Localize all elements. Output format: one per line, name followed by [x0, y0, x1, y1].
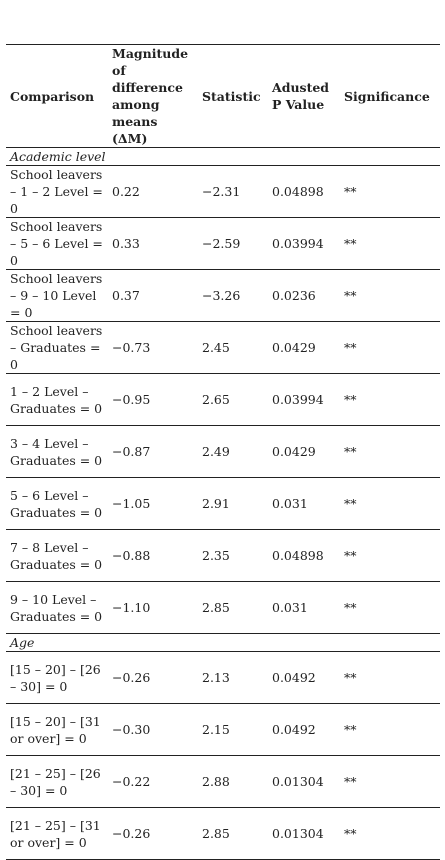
cell-comparison: School leavers – 1 – 2 Level = 0: [6, 165, 108, 218]
cell-significance: **: [340, 269, 440, 322]
cell-statistic: 2.45: [198, 321, 268, 374]
cell-delta: 0.37: [108, 269, 198, 322]
cell-statistic: 2.85: [198, 581, 268, 634]
cell-p-value: 0.031: [268, 581, 340, 634]
cell-comparison: 5 – 6 Level – Graduates = 0: [6, 477, 108, 530]
table-row: 7 – 8 Level – Graduates = 0 −0.88 2.35 0.04…: [6, 529, 440, 582]
header-magnitude: Magnitude of difference among means (ΔM): [108, 44, 198, 148]
cell-p-value: 0.0492: [268, 703, 340, 756]
cell-significance: **: [340, 581, 440, 634]
cell-statistic: −2.59: [198, 217, 268, 270]
table-row: 5 – 6 Level – Graduates = 0 −1.05 2.91 0.03…: [6, 477, 440, 530]
cell-significance: **: [340, 703, 440, 756]
cell-delta: −0.87: [108, 425, 198, 478]
cell-p-value: 0.0236: [268, 269, 340, 322]
header-statistic: Statistic: [198, 44, 268, 148]
cell-delta: −0.88: [108, 529, 198, 582]
table-row: [15 – 20] – [26 – 30] = 0 −0.26 2.13 0.0492…: [6, 651, 440, 704]
cell-p-value: 0.04898: [268, 529, 340, 582]
table-row: School leavers – 5 – 6 Level = 0 0.33 −2.5…: [6, 217, 440, 270]
table-row: [15 – 20] – [31 or over] = 0 −0.30 2.15 0.0…: [6, 703, 440, 756]
section-row: Academic level: [6, 147, 440, 166]
cell-statistic: 2.15: [198, 703, 268, 756]
header-magnitude-line: Magnitude: [112, 46, 189, 61]
cell-significance: **: [340, 373, 440, 426]
cell-statistic: 2.35: [198, 529, 268, 582]
section-title: Age: [6, 633, 440, 652]
cell-comparison: 3 – 4 Level – Graduates = 0: [6, 425, 108, 478]
cell-comparison: [15 – 20] – [26 – 30] = 0: [6, 651, 108, 704]
cell-significance: **: [340, 321, 440, 374]
header-p-value: Adusted P Value: [268, 44, 340, 148]
cell-significance: **: [340, 165, 440, 218]
cell-delta: −0.30: [108, 703, 198, 756]
cell-p-value: 0.01304: [268, 755, 340, 808]
cell-statistic: 2.13: [198, 651, 268, 704]
cell-p-value: 0.03994: [268, 217, 340, 270]
header-magnitude-line: difference: [112, 80, 183, 95]
header-row: Comparison Magnitude of difference among…: [6, 44, 440, 148]
cell-p-value: 0.03994: [268, 373, 340, 426]
cell-comparison: 9 – 10 Level – Graduates = 0: [6, 581, 108, 634]
cell-delta: 0.33: [108, 217, 198, 270]
table-row: [21 – 25] – [31 or over] = 0 −0.26 2.85 0.0…: [6, 807, 440, 860]
comparison-table: Comparison Magnitude of difference among…: [6, 44, 440, 860]
cell-delta: −0.22: [108, 755, 198, 808]
cell-p-value: 0.0492: [268, 651, 340, 704]
cell-statistic: −2.31: [198, 165, 268, 218]
table-row: 3 – 4 Level – Graduates = 0 −0.87 2.49 0.04…: [6, 425, 440, 478]
cell-delta: −1.05: [108, 477, 198, 530]
cell-significance: **: [340, 217, 440, 270]
cell-significance: **: [340, 755, 440, 808]
cell-p-value: 0.01304: [268, 807, 340, 860]
cell-statistic: −3.26: [198, 269, 268, 322]
cell-comparison: 7 – 8 Level – Graduates = 0: [6, 529, 108, 582]
table-row: [21 – 25] – [26 – 30] = 0 −0.22 2.88 0.0130…: [6, 755, 440, 808]
cell-p-value: 0.031: [268, 477, 340, 530]
cell-significance: **: [340, 651, 440, 704]
table-body: Academic level School leavers – 1 – 2 Lev…: [6, 147, 440, 860]
cell-p-value: 0.0429: [268, 425, 340, 478]
table-row: 1 – 2 Level – Graduates = 0 −0.95 2.65 0.03…: [6, 373, 440, 426]
cell-p-value: 0.04898: [268, 165, 340, 218]
table-row: School leavers – 1 – 2 Level = 0 0.22 −2.3…: [6, 165, 440, 218]
cell-statistic: 2.88: [198, 755, 268, 808]
cell-significance: **: [340, 807, 440, 860]
cell-delta: −1.10: [108, 581, 198, 634]
cell-delta: −0.26: [108, 651, 198, 704]
cell-comparison: [15 – 20] – [31 or over] = 0: [6, 703, 108, 756]
cell-delta: −0.73: [108, 321, 198, 374]
cell-delta: −0.26: [108, 807, 198, 860]
cell-statistic: 2.65: [198, 373, 268, 426]
header-magnitude-line: of: [112, 63, 126, 78]
cell-significance: **: [340, 425, 440, 478]
section-title: Academic level: [6, 147, 440, 166]
cell-comparison: School leavers – 9 – 10 Level = 0: [6, 269, 108, 322]
cell-statistic: 2.91: [198, 477, 268, 530]
header-magnitude-symbol: (ΔM): [112, 131, 148, 146]
cell-delta: 0.22: [108, 165, 198, 218]
header-significance: Significance: [340, 44, 440, 148]
header-magnitude-line: among: [112, 97, 160, 112]
cell-comparison: School leavers – Graduates = 0: [6, 321, 108, 374]
cell-significance: **: [340, 529, 440, 582]
header-magnitude-line: means: [112, 114, 158, 129]
section-row: Age: [6, 633, 440, 652]
cell-comparison: [21 – 25] – [31 or over] = 0: [6, 807, 108, 860]
cell-comparison: [21 – 25] – [26 – 30] = 0: [6, 755, 108, 808]
cell-p-value: 0.0429: [268, 321, 340, 374]
cell-significance: **: [340, 477, 440, 530]
cell-statistic: 2.49: [198, 425, 268, 478]
cell-delta: −0.95: [108, 373, 198, 426]
cell-statistic: 2.85: [198, 807, 268, 860]
table-row: School leavers – Graduates = 0 −0.73 2.45 0…: [6, 321, 440, 374]
table-row: 9 – 10 Level – Graduates = 0 −1.10 2.85 0.0…: [6, 581, 440, 634]
cell-comparison: School leavers – 5 – 6 Level = 0: [6, 217, 108, 270]
cell-comparison: 1 – 2 Level – Graduates = 0: [6, 373, 108, 426]
table-row: School leavers – 9 – 10 Level = 0 0.37 −3.…: [6, 269, 440, 322]
header-comparison: Comparison: [6, 44, 108, 148]
